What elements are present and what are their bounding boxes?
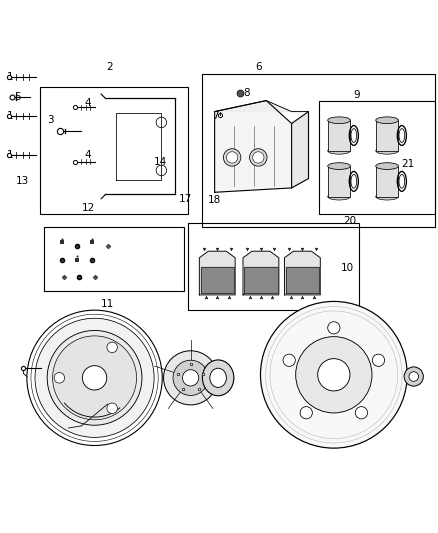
- Circle shape: [409, 372, 419, 381]
- Text: 4: 4: [85, 98, 92, 108]
- Bar: [319, 101, 435, 214]
- Ellipse shape: [376, 117, 399, 124]
- Text: 4: 4: [85, 150, 92, 160]
- Circle shape: [250, 149, 267, 166]
- Polygon shape: [215, 101, 292, 192]
- Polygon shape: [243, 251, 279, 295]
- Ellipse shape: [202, 360, 234, 395]
- Text: 18: 18: [208, 195, 221, 205]
- Text: 6: 6: [255, 61, 261, 71]
- Text: 11: 11: [101, 298, 114, 309]
- Polygon shape: [201, 268, 234, 293]
- Ellipse shape: [376, 148, 399, 154]
- Text: 1: 1: [7, 71, 14, 82]
- Text: 3: 3: [48, 115, 54, 125]
- Circle shape: [223, 149, 241, 166]
- Circle shape: [107, 403, 117, 414]
- Bar: [201, 75, 435, 227]
- Ellipse shape: [328, 117, 350, 124]
- Circle shape: [283, 354, 295, 366]
- Ellipse shape: [399, 174, 405, 188]
- Bar: [376, 166, 399, 197]
- Circle shape: [173, 360, 208, 395]
- Circle shape: [156, 117, 166, 128]
- Circle shape: [300, 407, 312, 419]
- Circle shape: [318, 359, 350, 391]
- Circle shape: [156, 165, 166, 176]
- Text: 1: 1: [7, 111, 14, 121]
- Circle shape: [53, 336, 137, 420]
- Bar: [376, 120, 399, 151]
- Bar: [328, 166, 350, 197]
- Ellipse shape: [351, 174, 357, 188]
- Circle shape: [253, 152, 264, 163]
- Circle shape: [226, 152, 238, 163]
- Circle shape: [82, 366, 107, 390]
- Circle shape: [47, 330, 142, 425]
- Text: 5: 5: [14, 92, 21, 102]
- Ellipse shape: [351, 128, 357, 142]
- Text: 21: 21: [401, 159, 414, 169]
- Text: 10: 10: [341, 263, 354, 273]
- Polygon shape: [285, 251, 320, 295]
- Bar: [188, 223, 359, 310]
- Circle shape: [296, 337, 372, 413]
- Circle shape: [404, 367, 424, 386]
- Polygon shape: [292, 111, 308, 188]
- Circle shape: [328, 322, 340, 334]
- Ellipse shape: [328, 163, 350, 169]
- Polygon shape: [215, 101, 308, 111]
- Circle shape: [355, 407, 367, 419]
- Polygon shape: [199, 251, 235, 295]
- Ellipse shape: [376, 193, 399, 200]
- Text: 12: 12: [81, 203, 95, 213]
- Circle shape: [107, 342, 117, 353]
- Ellipse shape: [399, 128, 405, 142]
- Bar: [40, 87, 188, 214]
- Circle shape: [163, 351, 218, 405]
- Text: 2: 2: [106, 61, 113, 71]
- Text: 13: 13: [16, 176, 29, 187]
- Circle shape: [35, 318, 154, 438]
- Text: 8: 8: [243, 88, 250, 98]
- Ellipse shape: [376, 163, 399, 169]
- Text: 14: 14: [153, 157, 167, 167]
- Ellipse shape: [328, 148, 350, 154]
- Text: 7: 7: [212, 111, 219, 121]
- Polygon shape: [244, 268, 278, 293]
- Text: 9: 9: [353, 91, 360, 100]
- Text: 17: 17: [178, 194, 191, 204]
- Polygon shape: [286, 268, 319, 293]
- Bar: [328, 120, 350, 151]
- Circle shape: [261, 302, 407, 448]
- Text: 20: 20: [343, 216, 357, 225]
- Ellipse shape: [328, 193, 350, 200]
- Circle shape: [183, 370, 199, 386]
- Circle shape: [372, 354, 385, 366]
- Bar: [44, 227, 184, 290]
- Text: 1: 1: [7, 150, 14, 160]
- Ellipse shape: [210, 368, 226, 387]
- Circle shape: [54, 373, 65, 383]
